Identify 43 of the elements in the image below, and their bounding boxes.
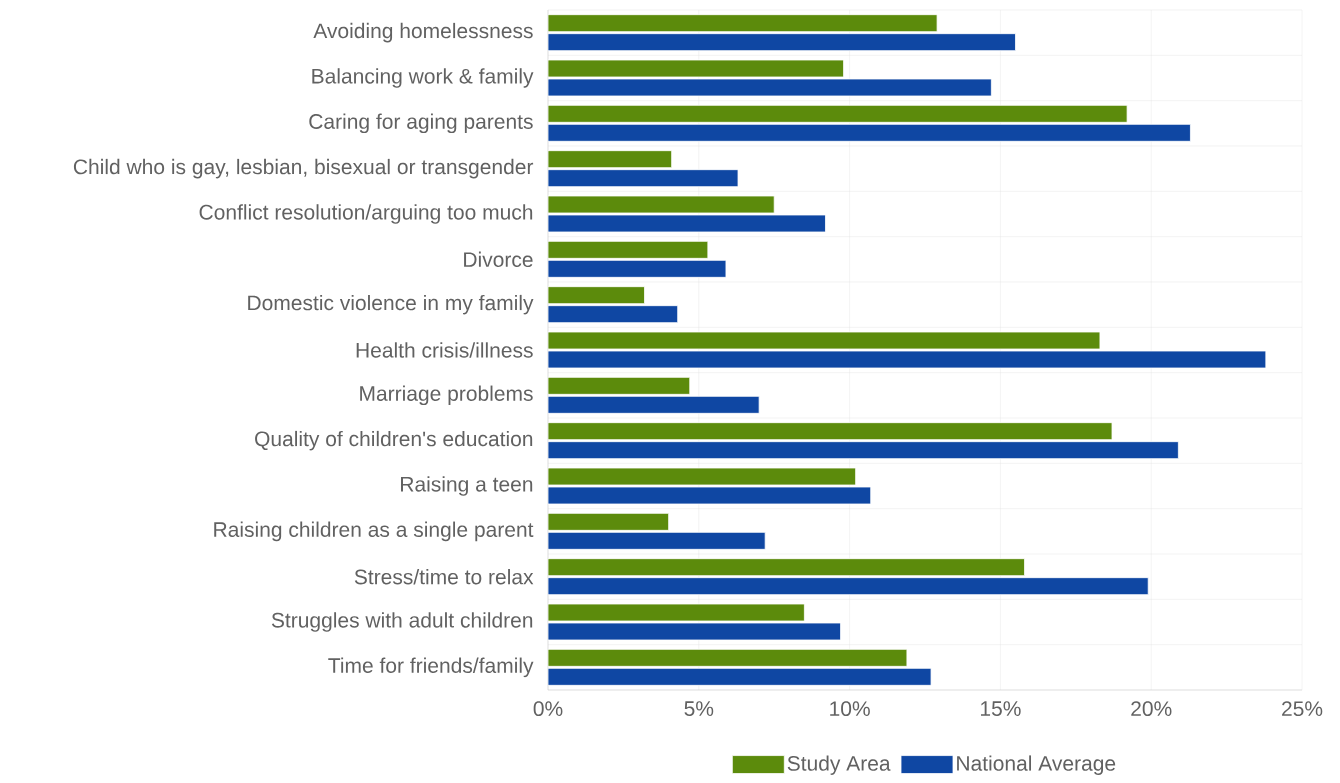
bar xyxy=(548,169,739,188)
bar xyxy=(548,512,670,531)
bar xyxy=(548,441,1179,460)
bar xyxy=(548,240,709,259)
bar xyxy=(548,123,1191,142)
bar xyxy=(548,14,938,33)
y-tick-label: Domestic violence in my family xyxy=(248,294,534,315)
y-tick-label: Caring for aging parents xyxy=(309,113,533,134)
y-tick-label: Health crisis/illness xyxy=(356,342,533,358)
bar xyxy=(548,577,1149,596)
bar xyxy=(548,395,760,414)
y-tick-label: Child who is gay, lesbian, bisexual or transgender xyxy=(73,158,534,179)
bar xyxy=(548,376,691,395)
bar xyxy=(548,150,673,169)
x-tick-label: 5% xyxy=(684,701,714,716)
y-tick-label: Divorce xyxy=(464,251,533,268)
y-tick-label: Avoiding homelessness xyxy=(313,22,533,43)
bar xyxy=(548,259,727,278)
y-tick-label: Balancing work & family xyxy=(312,68,534,88)
bar xyxy=(548,648,908,667)
x-tick-label: 25% xyxy=(1282,701,1323,717)
y-tick-label: Raising a teen xyxy=(401,476,533,496)
bar xyxy=(548,104,1128,123)
bar xyxy=(548,667,932,686)
legend-label: Study Area xyxy=(787,755,891,775)
bar xyxy=(548,531,766,550)
bar xyxy=(548,286,645,305)
x-tick-label: 20% xyxy=(1131,701,1172,717)
y-tick-label: Stress/time to relax xyxy=(354,568,534,585)
x-tick-label: 10% xyxy=(830,701,870,717)
x-tick-label: 15% xyxy=(981,701,1021,716)
y-tick-label: Time for friends/family xyxy=(328,657,534,678)
y-tick-label: Raising children as a single parent xyxy=(214,521,534,542)
bar xyxy=(548,422,1113,441)
y-tick-label: Struggles with adult children xyxy=(271,612,533,632)
bar xyxy=(548,305,679,324)
y-tick-label: Conflict resolution/arguing too much xyxy=(199,204,533,224)
bar xyxy=(548,33,1016,52)
bar xyxy=(548,558,1025,577)
y-tick-label: Quality of children's education xyxy=(255,430,533,451)
legend-label: National Average xyxy=(957,755,1116,775)
y-tick-label: Marriage problems xyxy=(360,385,533,406)
x-tick-label: 0% xyxy=(533,701,563,717)
